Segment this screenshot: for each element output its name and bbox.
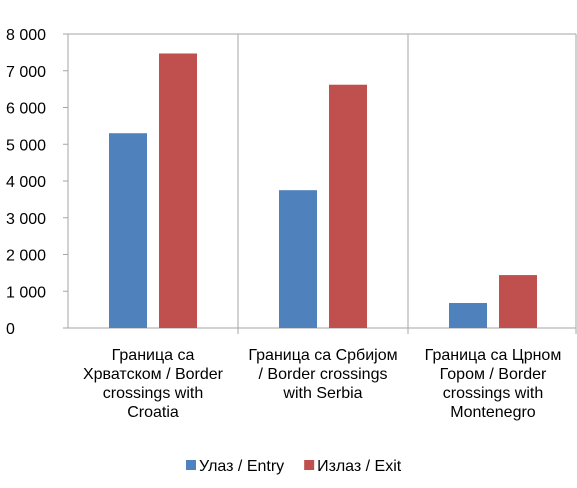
category-label-line: crossings with [103, 385, 203, 402]
legend-label: Улаз / Entry [199, 458, 284, 475]
category-label-line: Граница са [112, 347, 195, 364]
category-label: Граница са Србијом / Border crossings with… [248, 347, 397, 402]
bar-exit [499, 275, 537, 328]
bar-exit [159, 53, 197, 328]
y-tick-label: 2 000 [6, 248, 46, 265]
category-label-line: Граница са Црном [425, 347, 562, 364]
y-tick-label: 8 000 [6, 27, 46, 44]
bar-entry [449, 303, 487, 328]
category-label-line: Хрватском / Border [83, 366, 224, 383]
y-axis: 0 1 000 2 000 3 000 4 000 5 000 6 000 7 000 8 00… [6, 27, 68, 338]
category-label: Граница са Црном Гором / Border crossings … [425, 347, 562, 421]
category-label-line: / Border crossings [259, 366, 388, 383]
legend-swatch [186, 460, 196, 470]
category-label: Граница са Хрватском / Border crossings wi… [83, 347, 224, 421]
legend-label: Излаз / Exit [317, 458, 402, 475]
y-tick-label: 6 000 [6, 101, 46, 118]
x-axis: Граница са Хрватском / Border crossings wi… [83, 347, 561, 421]
bar-entry [279, 190, 317, 328]
bars-group [109, 53, 537, 328]
category-label-line: Гором / Border [440, 366, 547, 383]
category-label-line: Граница са Србијом [248, 347, 397, 364]
bar-exit [329, 84, 367, 328]
y-tick-label: 3 000 [6, 211, 46, 228]
legend: Улаз / Entry Излаз / Exit [186, 458, 402, 475]
bar-entry [109, 133, 147, 328]
category-separators [237, 34, 577, 334]
y-tick-label: 4 000 [6, 174, 46, 191]
category-label-line: Montenegro [450, 404, 535, 421]
category-label-line: Croatia [127, 404, 179, 421]
y-tick-label: 1 000 [6, 284, 46, 301]
category-label-line: with Serbia [282, 385, 362, 402]
y-tick-label: 5 000 [6, 137, 46, 154]
legend-swatch [304, 460, 315, 470]
y-tick-label: 0 [6, 321, 15, 338]
y-tick-label: 7 000 [6, 64, 46, 81]
category-label-line: crossings with [443, 385, 543, 402]
